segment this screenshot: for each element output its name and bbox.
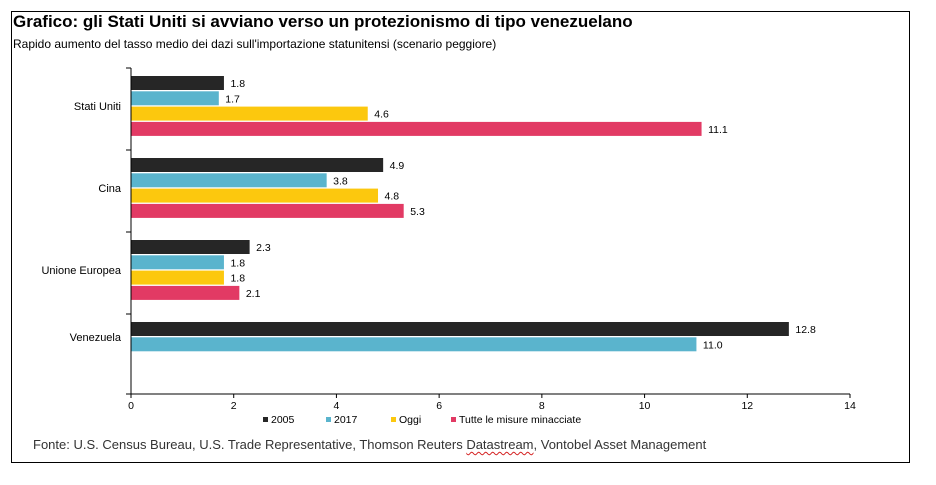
- bar-2017: [131, 337, 697, 352]
- source-suffix: , Vontobel Asset Management: [533, 437, 707, 452]
- x-tick-label: 4: [334, 400, 340, 412]
- chart-title: Grafico: gli Stati Uniti si avviano vers…: [13, 12, 633, 31]
- data-label: 3.8: [333, 175, 348, 187]
- data-label: 4.6: [374, 109, 389, 121]
- data-label: 11.1: [708, 124, 728, 136]
- data-label: 5.3: [410, 206, 425, 218]
- legend-swatch: [326, 417, 331, 422]
- source-prefix: Fonte: U.S. Census Bureau, U.S. Trade Re…: [33, 437, 467, 452]
- x-tick-label: 2: [231, 400, 237, 412]
- bar-2005: [131, 322, 789, 336]
- data-label: 1.8: [230, 273, 245, 285]
- legend-swatch: [263, 417, 268, 422]
- legend-label: Tutte le misure minacciate: [459, 414, 581, 426]
- category-label: Unione Europea: [41, 265, 121, 277]
- data-label: 2.3: [256, 242, 271, 254]
- category-label: Stati Uniti: [74, 101, 121, 113]
- data-label: 1.7: [225, 93, 240, 105]
- data-label: 2.1: [246, 288, 261, 300]
- x-tick-label: 8: [539, 400, 545, 412]
- legend-swatch: [391, 417, 396, 422]
- data-label: 12.8: [795, 324, 816, 336]
- bar-tutte-le-misure-minacciate: [131, 203, 404, 218]
- bar-2017: [131, 91, 219, 106]
- x-tick-label: 6: [436, 400, 442, 412]
- x-tick-label: 0: [128, 400, 134, 412]
- data-label: 4.9: [390, 160, 405, 172]
- legend-label: 2017: [334, 414, 358, 426]
- bar-oggi: [131, 270, 224, 285]
- chart-frame: [11, 11, 910, 463]
- bar-2017: [131, 255, 224, 270]
- bar-tutte-le-misure-minacciate: [131, 285, 240, 300]
- data-label: 4.8: [385, 191, 400, 203]
- bar-tutte-le-misure-minacciate: [131, 121, 702, 136]
- bar-oggi: [131, 188, 379, 203]
- source-note: Fonte: U.S. Census Bureau, U.S. Trade Re…: [33, 437, 706, 452]
- bar-2005: [131, 76, 224, 90]
- source-flagged-word: Datastream: [466, 437, 534, 452]
- data-label: 1.8: [230, 78, 245, 90]
- x-tick-label: 10: [639, 400, 651, 412]
- category-label: Cina: [98, 183, 122, 195]
- legend-label: 2005: [271, 414, 295, 426]
- x-tick-label: 12: [741, 400, 753, 412]
- category-label: Venezuela: [70, 332, 122, 344]
- bar-2017: [131, 173, 327, 188]
- legend-swatch: [451, 417, 456, 422]
- data-label: 11.0: [703, 339, 723, 351]
- bar-oggi: [131, 106, 368, 121]
- bar-2005: [131, 240, 250, 254]
- data-label: 1.8: [230, 257, 245, 269]
- chart-subtitle: Rapido aumento del tasso medio dei dazi …: [13, 37, 497, 51]
- x-tick-label: 14: [844, 400, 856, 412]
- bar-2005: [131, 158, 384, 172]
- legend-label: Oggi: [399, 414, 421, 426]
